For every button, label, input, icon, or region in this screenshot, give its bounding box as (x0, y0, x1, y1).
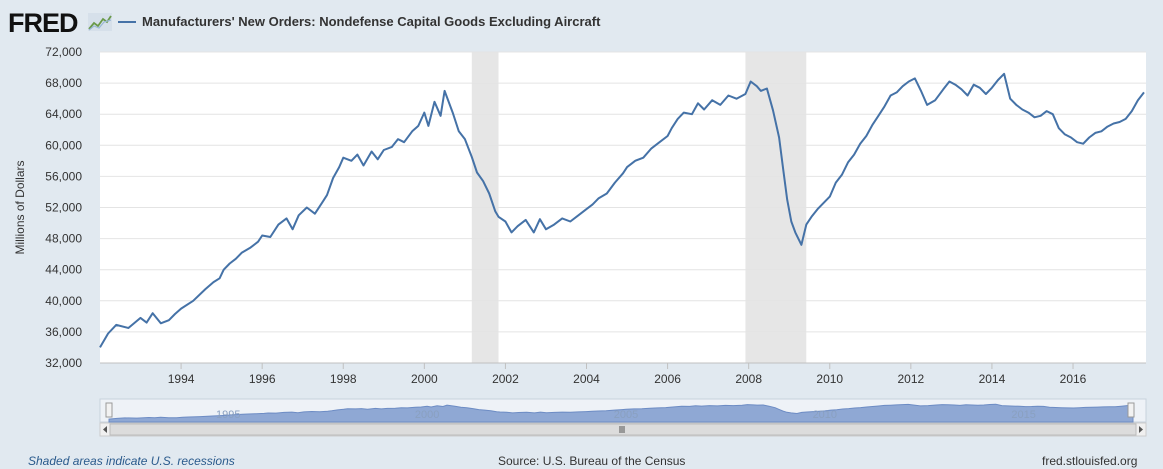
site-link[interactable]: fred.stlouisfed.org (1042, 454, 1138, 468)
navigator-left-handle[interactable] (105, 402, 113, 418)
recession-note: Shaded areas indicate U.S. recessions (28, 454, 235, 468)
x-tick-label: 2008 (735, 372, 762, 386)
navigator-series-area (108, 403, 1134, 423)
x-tick-label: 1996 (249, 372, 276, 386)
x-tick-label: 2014 (979, 372, 1006, 386)
scroll-right-arrow-icon[interactable] (1139, 426, 1143, 433)
y-tick-label: 40,000 (45, 294, 82, 308)
navigator-label: 2015 (1011, 409, 1035, 421)
legend-swatch (118, 20, 136, 23)
x-tick-label: 2010 (816, 372, 843, 386)
navigator-label: 2010 (813, 409, 837, 421)
scrollbar-thumb[interactable] (109, 423, 1137, 436)
x-tick-label: 2016 (1060, 372, 1087, 386)
y-tick-label: 68,000 (45, 76, 82, 90)
chart-header: FRED Manufacturers' New Orders: Nondefen… (0, 0, 1163, 44)
x-tick-label: 1998 (330, 372, 357, 386)
y-tick-label: 56,000 (45, 169, 82, 183)
y-tick-label: 72,000 (45, 45, 82, 59)
navigator-label: 2000 (415, 409, 439, 421)
x-tick-label: 1994 (168, 372, 195, 386)
x-tick-label: 2012 (898, 372, 925, 386)
y-tick-label: 64,000 (45, 107, 82, 121)
chart-area: 32,000 36,000 40,000 44,000 48,000 52,000 56,0… (0, 0, 1163, 454)
navigator-label: 1995 (216, 409, 240, 421)
y-tick-label: 52,000 (45, 201, 82, 215)
navigator-label: 2005 (614, 409, 638, 421)
x-tick-label: 2000 (411, 372, 438, 386)
legend-series-label: Manufacturers' New Orders: Nondefense Ca… (142, 14, 601, 29)
navigator-right-handle[interactable] (1127, 402, 1135, 418)
x-tick-label: 2004 (573, 372, 600, 386)
y-tick-label: 32,000 (45, 356, 82, 370)
x-tick-label: 2006 (654, 372, 681, 386)
source-text: Source: U.S. Bureau of the Census (498, 454, 686, 468)
y-axis-label: Millions of Dollars (13, 160, 27, 254)
trend-line-icon (88, 13, 112, 31)
y-tick-label: 36,000 (45, 325, 82, 339)
x-tick-label: 2002 (492, 372, 519, 386)
y-tick-label: 44,000 (45, 263, 82, 277)
y-tick-label: 48,000 (45, 232, 82, 246)
chart-legend[interactable]: Manufacturers' New Orders: Nondefense Ca… (118, 14, 600, 29)
fred-logo[interactable]: FRED (8, 8, 78, 38)
y-tick-label: 60,000 (45, 138, 82, 152)
scroll-left-arrow-icon[interactable] (103, 426, 107, 433)
line-chart[interactable]: 32,000 36,000 40,000 44,000 48,000 52,000 56,0… (0, 0, 1163, 454)
series-line (99, 72, 1145, 348)
